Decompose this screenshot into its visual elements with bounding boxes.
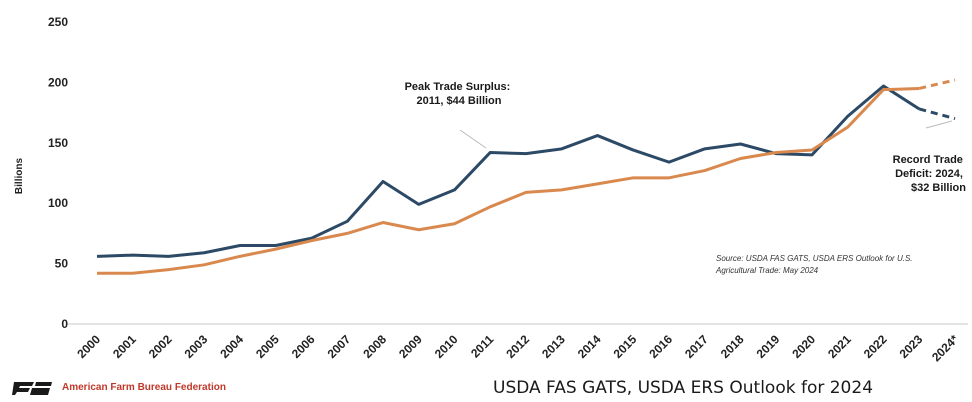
series-group [96,78,956,275]
series-line-1 [96,84,921,258]
x-tick-label: 2001 [110,332,139,361]
source-note: Source: USDA FAS GATS, USDA ERS Outlook … [715,254,915,275]
x-tick-label: 2012 [503,332,532,361]
x-tick-label: 2002 [146,332,175,361]
footer-caption: USDA FAS GATS, USDA ERS Outlook for 2024 [493,378,874,398]
annotation-pointer-deficit [925,120,953,129]
x-axis: 2000 2001 2002 2003 2004 2005 2006 2007 2008 2009… [74,332,961,364]
x-tick-label: 2016 [646,332,675,361]
x-tick-label: 2008 [360,332,389,361]
x-tick-label: 2019 [754,332,783,361]
x-tick-label: 2017 [682,332,711,361]
x-tick-label: 2018 [718,332,747,361]
afbf-logo-icon [12,382,52,395]
source-note-line-2: Agricultural Trade: May 2024 [715,266,819,275]
y-axis-label: Billions [14,158,25,195]
x-tick-label: 2000 [74,332,103,361]
x-tick-label: 2005 [253,332,282,361]
x-tick-label: 2007 [325,332,354,361]
x-tick-label: 2014 [575,332,604,361]
annotation-surplus: Peak Trade Surplus: 2011, $44 Billion [405,81,514,107]
x-tick-label: 2006 [289,332,318,361]
y-tick-label: 250 [48,15,68,29]
annotation-surplus-line-2: 2011, $44 Billion [417,95,502,107]
x-tick-label: 2015 [611,332,640,361]
y-tick-label: 0 [61,317,68,331]
y-axis: 0 50 100 150 200 250 [48,15,68,331]
annotation-pointer-surplus [459,129,487,149]
x-tick-label: 2004 [217,332,246,361]
annotation-deficit-line-1: Record Trade [893,154,963,166]
x-tick-label: 2010 [432,332,461,361]
annotation-deficit-line-2: Deficit: 2024, [895,168,963,180]
x-tick-label: 2013 [539,332,568,361]
x-tick-label: 2020 [789,332,818,361]
annotation-surplus-line-1: Peak Trade Surplus: [405,81,511,93]
series-projection-2 [918,78,956,90]
series-projection-1 [918,107,956,121]
x-tick-label: 2023 [897,332,926,361]
x-tick-label: 2024* [929,332,961,364]
y-tick-label: 150 [48,136,68,150]
y-tick-label: 200 [48,75,68,89]
y-tick-label: 50 [55,257,69,271]
y-tick-label: 100 [48,196,68,210]
annotation-deficit-line-3: $32 Billion [911,182,966,194]
x-tick-label: 2021 [825,332,854,361]
x-tick-label: 2009 [396,332,425,361]
x-tick-label: 2011 [468,332,497,361]
x-tick-label: 2022 [861,332,890,361]
source-note-line-1: Source: USDA FAS GATS, USDA ERS Outlook … [716,254,913,263]
annotation-deficit: Record Trade Deficit: 2024, $32 Billion [893,154,967,194]
x-tick-label: 2003 [182,332,211,361]
footer-organization: American Farm Bureau Federation [62,382,226,393]
series-line-2 [97,86,920,275]
